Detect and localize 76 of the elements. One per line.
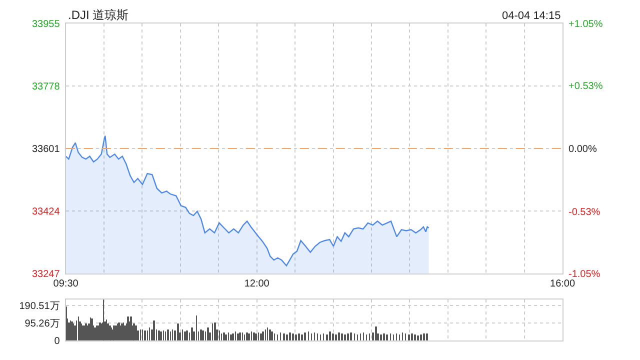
bar <box>238 332 241 340</box>
bar <box>298 334 300 340</box>
bar <box>286 334 288 340</box>
bar <box>288 332 291 340</box>
bar <box>232 334 234 340</box>
y2-tick-label: 0.00% <box>568 144 597 155</box>
bar <box>350 332 352 340</box>
bar <box>340 334 343 340</box>
bar <box>338 332 340 340</box>
bar <box>186 330 188 340</box>
bar <box>328 332 331 340</box>
bar <box>374 326 377 340</box>
bar <box>184 332 186 340</box>
bar <box>304 332 306 340</box>
y-tick-label: 95.26万 <box>24 318 60 330</box>
bar <box>346 334 349 340</box>
bar <box>252 332 255 340</box>
bar <box>420 334 422 340</box>
y-tick-label: 33601 <box>32 144 60 155</box>
bar <box>144 330 146 340</box>
y2-tick-label: -1.05% <box>568 268 600 280</box>
x-tick-label: 12:00 <box>244 278 270 290</box>
text: 04-04 14:15 <box>502 10 561 22</box>
y2-tick-label: -0.53% <box>568 207 600 218</box>
bar <box>294 334 297 340</box>
bar <box>410 334 413 340</box>
bar <box>344 334 346 340</box>
bar <box>236 334 239 340</box>
bar <box>126 316 129 340</box>
y-tick-label: 33247 <box>32 268 60 280</box>
bar <box>152 320 155 340</box>
bar <box>254 334 257 340</box>
bar <box>248 334 250 340</box>
bar <box>206 328 209 340</box>
y-tick-label: 190.51万 <box>19 300 60 312</box>
bar <box>200 330 202 340</box>
y2-tick-label: +0.53% <box>568 80 603 92</box>
y-tick-label: 33955 <box>32 19 60 30</box>
bar <box>246 332 248 340</box>
bar <box>282 334 285 340</box>
bar <box>262 332 264 340</box>
bar <box>190 328 193 340</box>
chart-title: .DJI 道琼斯 <box>68 8 129 22</box>
bar <box>332 334 334 340</box>
bar <box>202 330 204 340</box>
bar <box>166 330 169 340</box>
bar <box>380 334 382 340</box>
y2-tick-label: +1.05% <box>568 19 603 30</box>
bar <box>260 334 262 340</box>
x-tick-label: 16:00 <box>550 278 576 290</box>
y-tick-label: 33424 <box>32 206 60 218</box>
y-tick-label: 0 <box>54 336 60 347</box>
bar <box>224 334 227 340</box>
bar <box>270 332 273 340</box>
bar <box>408 334 410 340</box>
bar <box>334 334 337 340</box>
bar <box>176 324 179 340</box>
bar <box>222 332 225 340</box>
bar <box>386 334 388 340</box>
bar <box>292 334 294 340</box>
bar <box>382 334 385 340</box>
bar <box>422 334 425 340</box>
bar <box>416 336 419 340</box>
bar <box>414 334 416 340</box>
x-tick-label: 09:30 <box>53 278 79 290</box>
bar <box>130 316 132 340</box>
bar <box>300 334 303 340</box>
bar <box>326 334 328 340</box>
bar <box>134 326 137 340</box>
bar <box>268 330 271 340</box>
bar <box>230 334 232 340</box>
bar <box>158 330 160 340</box>
y-tick-label: 33778 <box>32 82 60 93</box>
bar <box>214 322 216 340</box>
bar <box>426 334 428 340</box>
bar <box>160 332 162 340</box>
